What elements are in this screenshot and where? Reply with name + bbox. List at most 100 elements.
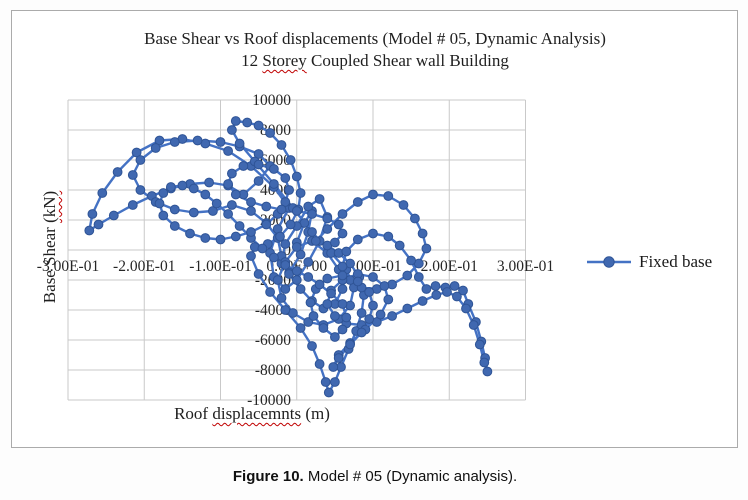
data-point-marker [169, 204, 180, 215]
data-point-marker [154, 198, 165, 209]
data-point-marker [280, 173, 291, 183]
data-point-marker [468, 320, 479, 330]
data-point-marker [305, 297, 316, 308]
data-point-marker [280, 260, 291, 270]
figure-caption-text: Model # 05 (Dynamic analysis). [303, 468, 518, 485]
data-point-marker [383, 191, 394, 201]
x-axis-tick-label: -2.00E-01 [113, 258, 175, 275]
data-point-marker [402, 303, 413, 314]
data-point-marker [246, 227, 256, 237]
data-point-marker [413, 272, 424, 282]
x-axis-tick-label: -3.00E-01 [37, 258, 99, 275]
data-point-marker [280, 305, 291, 315]
data-point-marker [284, 185, 295, 195]
data-point-marker [303, 272, 314, 282]
data-point-marker [169, 221, 180, 231]
data-point-marker [482, 366, 493, 377]
y-axis-title-units: (kN) [40, 190, 59, 223]
legend: Fixed base [586, 252, 712, 272]
data-point-marker [368, 228, 378, 239]
data-point-marker [272, 275, 283, 285]
data-point-marker [330, 332, 340, 342]
data-point-marker [314, 279, 325, 290]
data-point-marker [368, 272, 378, 282]
data-point-marker [112, 167, 123, 177]
y-axis-tick-label: -6000 [255, 332, 291, 349]
data-point-marker [253, 149, 264, 159]
data-point-marker [337, 228, 348, 239]
data-point-marker [406, 255, 417, 266]
data-point-marker [341, 246, 352, 257]
data-point-marker [295, 284, 306, 294]
data-point-marker [291, 206, 302, 216]
data-point-marker [227, 200, 237, 210]
y-axis-tick-label: 0 [283, 242, 291, 259]
data-point-marker [356, 308, 367, 318]
data-point-marker [303, 257, 314, 267]
chart-title-line1: Base Shear vs Roof displacements (Model … [144, 29, 606, 48]
x-axis-title-prefix: Roof [174, 404, 213, 423]
data-point-marker [410, 213, 420, 224]
data-point-marker [261, 219, 272, 230]
legend-series-label: Fixed base [639, 252, 713, 271]
data-point-marker [310, 236, 321, 246]
data-point-marker [208, 206, 218, 216]
data-point-marker [333, 353, 344, 363]
data-point-marker [192, 135, 203, 146]
data-point-marker [337, 284, 348, 294]
data-point-marker [352, 276, 363, 287]
data-point-marker [402, 270, 413, 281]
data-point-marker [269, 164, 279, 174]
data-point-marker [166, 182, 176, 192]
data-point-marker [452, 291, 462, 302]
data-point-marker [280, 284, 291, 294]
data-point-marker [383, 294, 394, 305]
data-point-marker [394, 240, 405, 251]
data-point-marker [345, 339, 356, 350]
data-point-marker [323, 387, 334, 398]
data-point-marker [431, 290, 442, 300]
data-point-marker [303, 317, 314, 327]
data-point-marker [154, 135, 165, 146]
data-point-marker [230, 189, 241, 200]
data-point-marker [177, 180, 188, 191]
y-axis-tick-label: -10000 [247, 392, 291, 409]
x-axis-tick-label: 3.00E-01 [497, 258, 554, 275]
data-point-marker [169, 137, 180, 147]
data-point-marker [135, 185, 146, 195]
y-axis-title-text: Base Shear [40, 222, 59, 304]
x-axis-title-misspelled-word: displacemnts [212, 404, 302, 423]
data-point-marker [314, 194, 325, 204]
data-point-marker [204, 177, 215, 188]
data-point-marker [398, 200, 409, 210]
data-point-marker [368, 189, 378, 200]
data-point-marker [322, 299, 333, 309]
data-point-marker [295, 249, 306, 260]
data-point-marker [246, 251, 256, 261]
x-axis-title: Roof displacemnts (m) [174, 404, 330, 424]
data-point-marker [421, 243, 432, 254]
data-point-marker [322, 224, 333, 234]
data-point-marker [131, 147, 142, 158]
data-point-marker [308, 311, 319, 321]
data-point-marker [307, 341, 317, 351]
legend-marker-circle [603, 256, 615, 268]
data-point-marker [188, 183, 199, 194]
data-point-marker [215, 137, 226, 147]
data-point-marker [246, 197, 256, 207]
data-point-marker [238, 161, 249, 171]
data-point-marker [261, 201, 272, 212]
y-axis-tick-label: 10000 [252, 92, 291, 109]
data-point-marker [364, 314, 375, 324]
chart-title-line2: 12 Storey Coupled Shear wall Building [25, 50, 725, 72]
data-point-marker [246, 206, 256, 216]
y-axis-title: Base Shear (kN) [40, 191, 60, 303]
data-point-marker [337, 261, 348, 272]
x-axis-title-units: (m) [301, 404, 330, 423]
data-point-marker [330, 237, 340, 248]
data-point-marker [253, 269, 264, 279]
data-point-marker [253, 159, 264, 170]
data-point-marker [200, 189, 211, 200]
data-point-marker [479, 357, 490, 368]
